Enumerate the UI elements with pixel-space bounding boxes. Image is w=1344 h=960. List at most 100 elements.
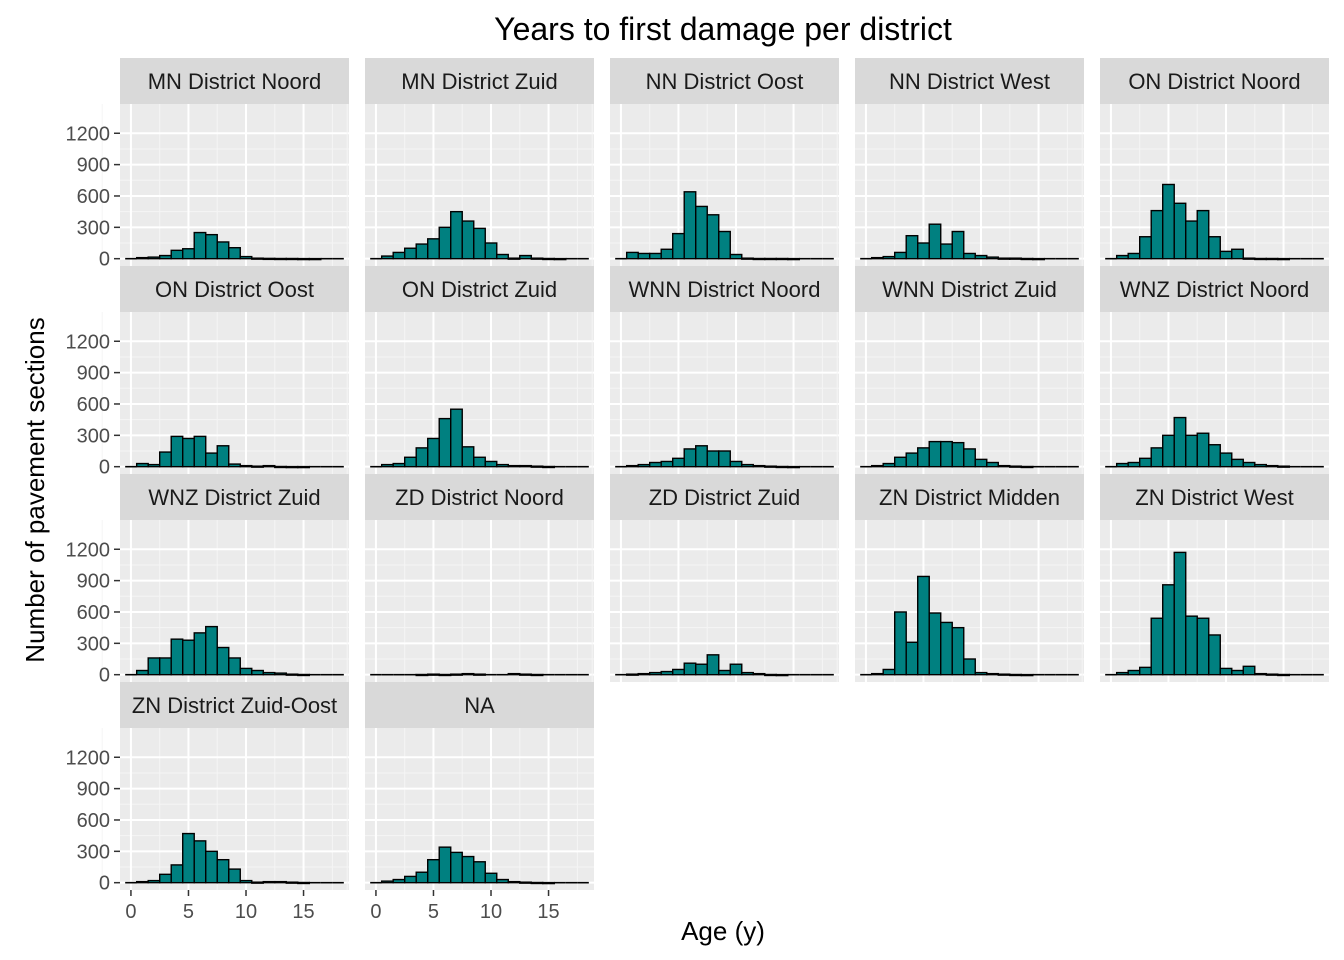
x-tick-label: 5 [428,901,439,923]
x-tick-label: 15 [537,901,559,923]
y-tick-label: 300 [77,217,110,239]
histogram-bar [427,673,440,676]
histogram-bar [752,464,766,468]
histogram-bar [1219,452,1233,468]
histogram-bar [274,465,287,469]
histogram-bar [1265,673,1279,676]
histogram-bar [507,880,521,884]
histogram-bar [1127,252,1141,260]
histogram-bar [1254,463,1267,468]
histogram-bar [542,465,555,469]
histogram-bar [649,671,662,676]
histogram-bar [672,232,685,260]
facet-strip-label: ON District Zuid [402,277,557,302]
histogram-bar [1139,666,1152,676]
histogram-bar [415,243,429,260]
panel-background [120,312,349,474]
histogram-bar [951,626,965,676]
histogram-bar [450,210,463,260]
histogram-bar [519,673,532,676]
histogram-bar [239,464,253,468]
histogram-bar [427,238,440,260]
histogram-bar [1242,461,1256,468]
facet-strip-label: MN District Noord [148,69,322,94]
histogram-bar [729,663,743,676]
histogram-bar [1139,457,1152,468]
histogram-bar [427,437,440,468]
facet-strip [120,266,349,312]
histogram-bar [147,463,161,468]
histogram-bar [135,256,149,260]
facet-strip [365,474,594,520]
histogram-bar [380,880,394,884]
facet-strip [610,474,839,520]
histogram-bar [530,881,544,885]
histogram-bar [519,464,532,468]
histogram-bar [193,840,207,884]
y-tick-label: 300 [77,633,110,655]
x-tick-label: 10 [235,901,257,923]
histogram-bar [1020,257,1034,261]
histogram-bar [1219,250,1233,260]
y-tick-label: 0 [99,457,110,479]
histogram-bar [404,875,417,884]
histogram-bar [1032,257,1045,261]
histogram-bar [1173,551,1187,676]
facet-strip [120,474,349,520]
histogram-bar [1115,671,1129,676]
histogram-bar [484,242,498,260]
histogram-bar [205,233,218,260]
histogram-bar [1162,434,1175,468]
histogram-bar [182,639,195,676]
facet-strip-label: WNZ District Zuid [148,485,320,510]
histogram-bar [741,257,754,260]
histogram-bar [297,465,310,469]
histogram-bar [870,256,884,260]
histogram-bar [775,673,789,677]
histogram-bar [997,257,1011,260]
facet-on-district-zuid: ON District Zuid [346,266,594,474]
histogram-bar [251,465,264,468]
histogram-bar [496,463,509,468]
histogram-bar [542,257,555,261]
facet-strip [1100,266,1329,312]
facet-strip-label: ZD District Zuid [649,485,801,510]
histogram-bar [1009,257,1022,260]
chart-title: Years to first damage per district [494,11,952,47]
facet-strip [120,58,349,104]
histogram-bar [1254,672,1267,676]
facet-strip-label: MN District Zuid [401,69,557,94]
histogram-bar [461,672,475,676]
histogram-bar [986,672,999,676]
histogram-bar [507,257,521,260]
y-tick-label: 0 [99,249,110,271]
facet-strip [365,58,594,104]
panel-background [610,520,839,682]
facet-na: NA 0 5 10 15 [346,682,594,923]
histogram-bar [1208,634,1221,676]
histogram-bar [775,257,789,261]
histogram-bar [427,858,440,884]
panel-background [610,312,839,474]
histogram-bar [1020,465,1034,469]
panel-background [120,104,349,266]
panel-background [120,520,349,682]
histogram-bar [542,881,555,885]
histogram-bar [752,257,766,261]
facet-strip-label: ZN District Midden [879,485,1060,510]
histogram-bar [625,673,639,676]
histogram-bar [894,456,907,468]
panel-background [365,520,594,682]
histogram-bar [974,458,988,468]
histogram-bar [905,234,919,260]
histogram-bar [1009,673,1022,677]
histogram-bar [683,191,697,260]
histogram-bar [1020,673,1034,677]
facet-nn-district-oost: NN District Oost [591,58,839,266]
histogram-bar [285,673,299,676]
histogram-bar [262,464,276,468]
histogram-bar [695,445,708,468]
histogram-bar [974,254,988,260]
facet-strip [855,474,1084,520]
histogram-bar [1277,673,1290,677]
